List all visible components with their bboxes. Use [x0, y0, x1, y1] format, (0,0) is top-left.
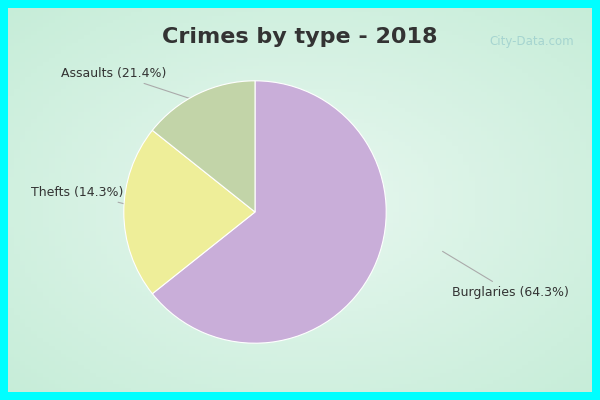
Wedge shape: [152, 81, 255, 212]
Text: City-Data.com: City-Data.com: [490, 35, 574, 48]
Text: Assaults (21.4%): Assaults (21.4%): [61, 67, 227, 111]
Wedge shape: [152, 81, 386, 343]
Text: Burglaries (64.3%): Burglaries (64.3%): [443, 251, 569, 299]
Text: Thefts (14.3%): Thefts (14.3%): [31, 186, 169, 215]
Text: Crimes by type - 2018: Crimes by type - 2018: [162, 27, 438, 47]
Wedge shape: [124, 130, 255, 294]
